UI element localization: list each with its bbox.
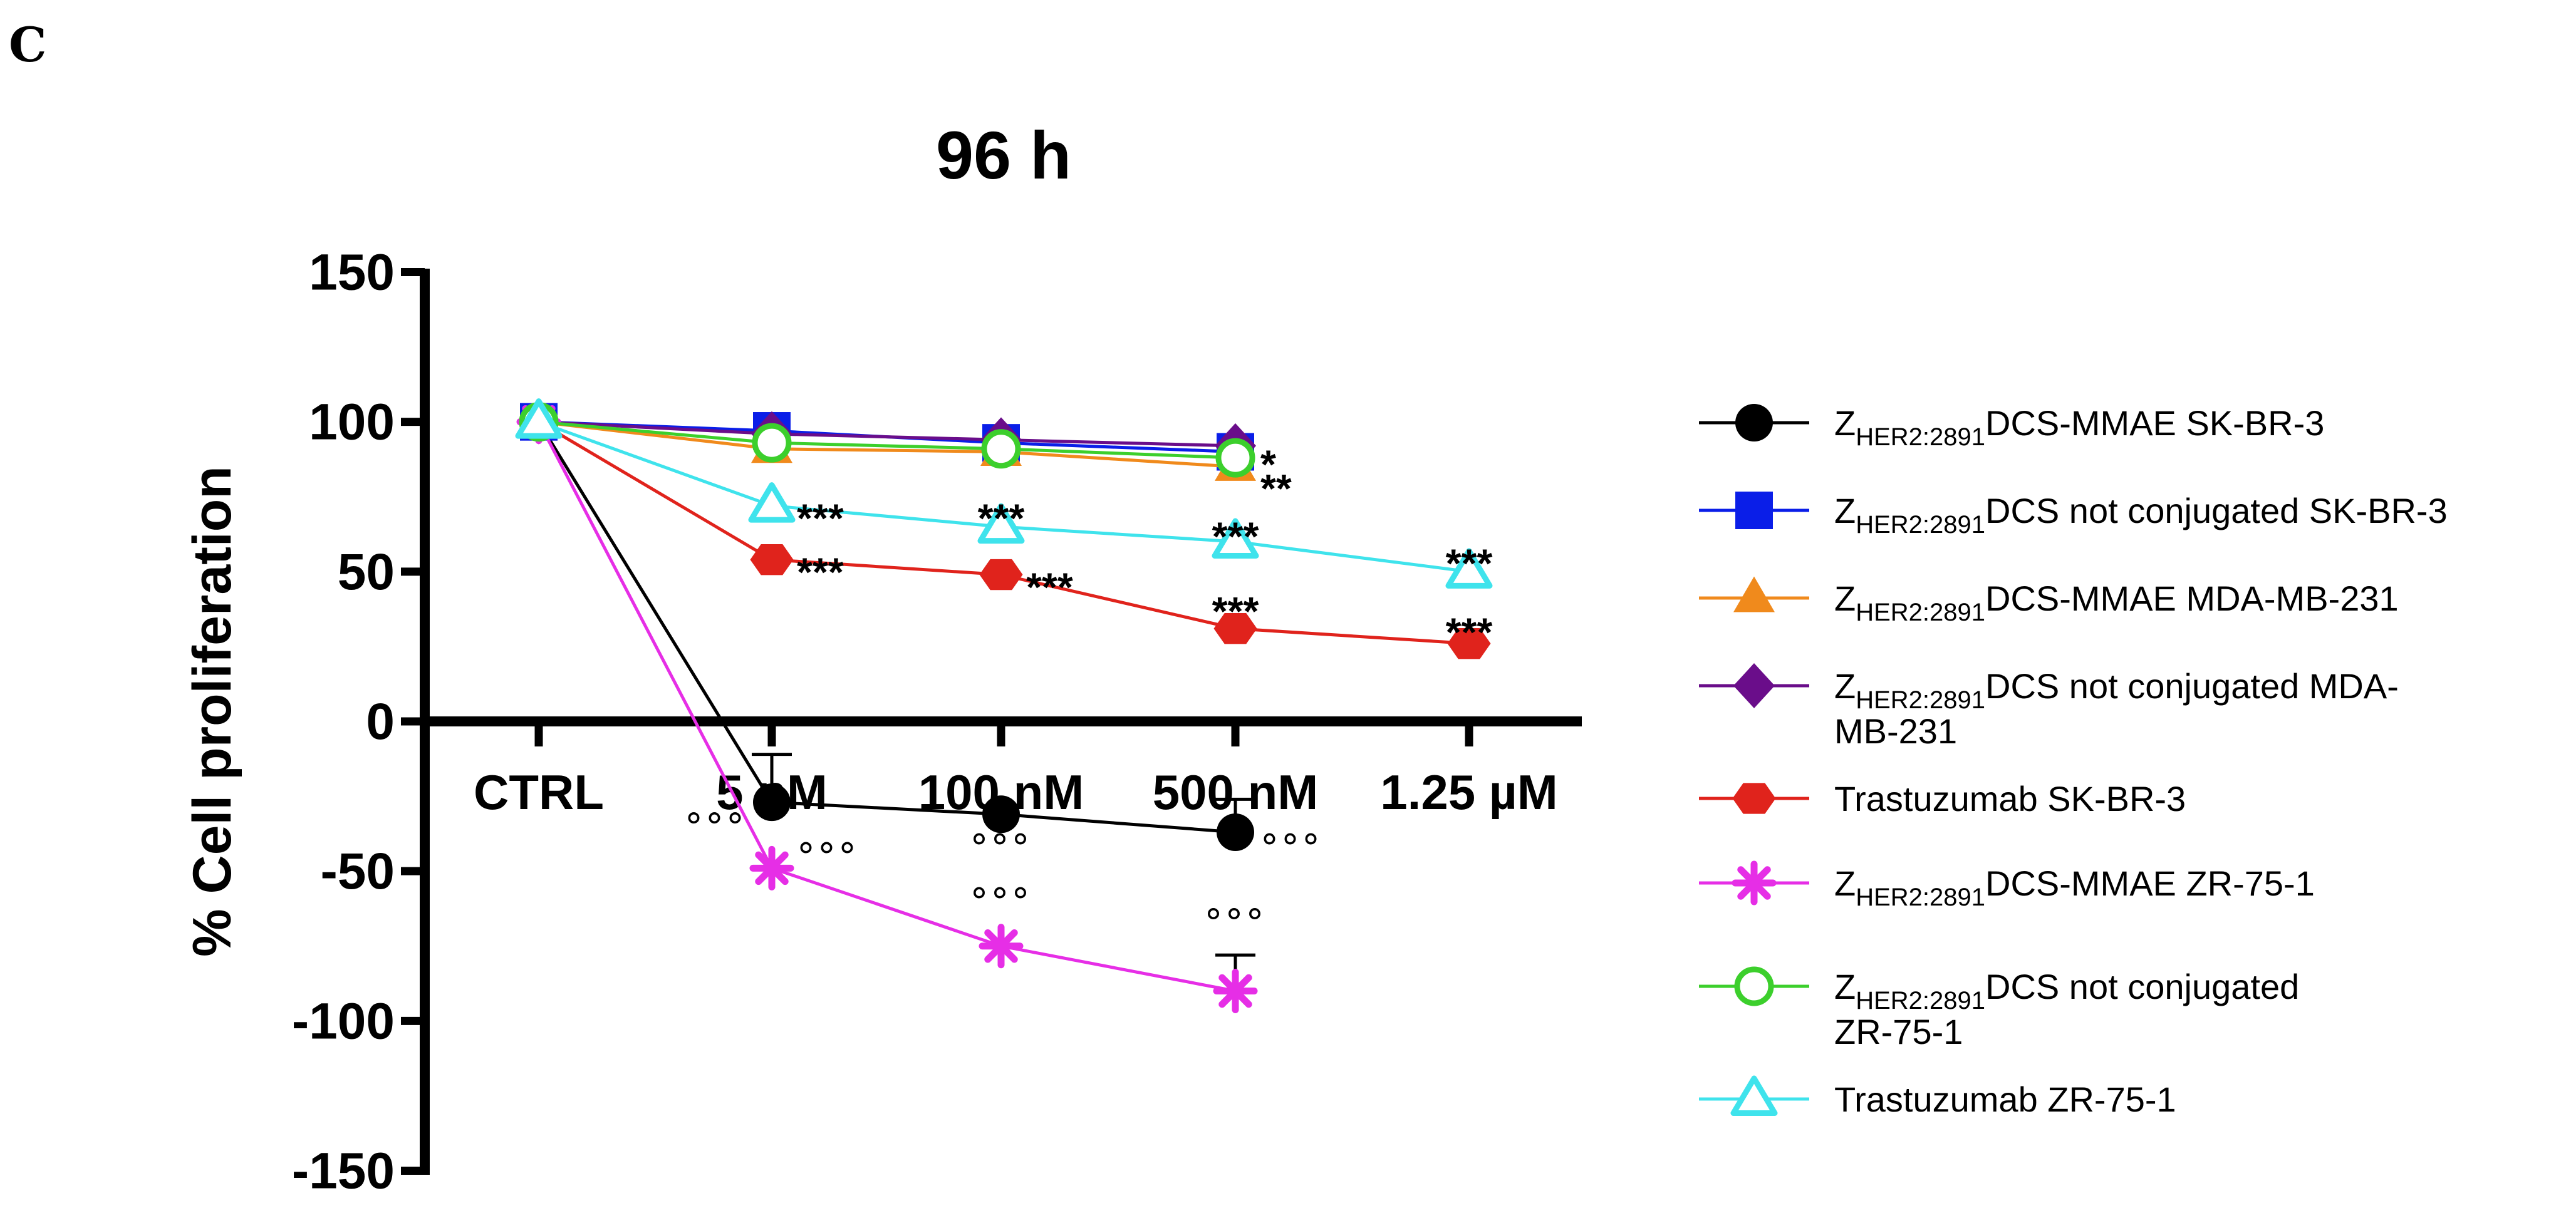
legend-marker	[1734, 966, 1774, 1006]
significance-stars: ***	[1212, 514, 1259, 559]
legend-marker	[1732, 783, 1776, 814]
data-point	[1217, 813, 1254, 851]
significance-rings: °°°	[1205, 901, 1267, 944]
series-line	[538, 420, 1236, 460]
y-axis-label: % Cell proliferation	[182, 466, 242, 957]
series-line	[538, 420, 1236, 468]
series	[519, 402, 1255, 478]
legend-label-line2: ZR-75-1	[1834, 1012, 1963, 1051]
data-point	[753, 783, 791, 822]
y-tick-label: -100	[292, 993, 395, 1050]
data-point	[1215, 438, 1255, 478]
legend-label: Trastuzumab ZR-75-1	[1834, 1080, 2176, 1119]
significance-stars: ***	[797, 550, 844, 595]
legend-item: ZHER2:2891DCS-MMAE MDA-MB-231	[1699, 576, 2399, 626]
legend-marker	[1733, 663, 1775, 708]
legend-label: ZHER2:2891DCS-MMAE MDA-MB-231	[1834, 579, 2399, 626]
legend-item: Trastuzumab ZR-75-1	[1699, 1075, 2176, 1119]
significance-stars: ***	[797, 496, 844, 541]
significance-stars: **	[1260, 466, 1292, 511]
series	[518, 400, 1256, 481]
x-tick-label: CTRL	[474, 765, 604, 820]
series	[516, 400, 1258, 1013]
significance-rings: °°°	[797, 835, 859, 878]
data-point	[1213, 969, 1258, 1013]
chart-title: 96 h	[936, 117, 1071, 193]
y-tick-label: -150	[292, 1143, 395, 1200]
data-point	[979, 559, 1023, 591]
data-point	[748, 482, 796, 523]
legend-item: ZHER2:2891DCS not conjugated SK-BR-3	[1699, 491, 2448, 539]
x-tick-label: 1.25 µM	[1380, 765, 1557, 820]
legend-label-line2: MB-231	[1834, 711, 1957, 751]
y-tick-label: 50	[338, 544, 395, 601]
data-point	[979, 924, 1024, 969]
series	[520, 403, 1255, 851]
legend-label: Trastuzumab SK-BR-3	[1834, 779, 2186, 818]
legend-label: ZHER2:2891DCS not conjugated MDA-	[1834, 666, 2399, 714]
data-point	[1212, 518, 1259, 559]
data-point	[1445, 548, 1493, 589]
legend-marker	[1730, 1075, 1778, 1116]
legend-label: ZHER2:2891DCS not conjugated	[1834, 967, 2299, 1014]
legend-item: ZHER2:2891DCS-MMAE SK-BR-3	[1699, 403, 2324, 451]
legend-label: ZHER2:2891DCS-MMAE SK-BR-3	[1834, 403, 2324, 451]
data-point	[749, 845, 794, 890]
significance-rings: °°°	[1260, 826, 1322, 869]
data-point	[1447, 627, 1491, 659]
data-point	[977, 503, 1025, 544]
series-line	[538, 420, 1236, 448]
legend-item: Trastuzumab SK-BR-3	[1699, 779, 2186, 818]
series-line	[537, 421, 1236, 993]
significance-stars: ***	[1446, 609, 1493, 654]
legend-marker	[1733, 576, 1775, 612]
legend-marker	[1735, 404, 1773, 441]
panel-label: C	[9, 17, 47, 73]
y-tick-label: 150	[309, 244, 395, 301]
legend-item: ZHER2:2891DCS not conjugated MDA-MB-231	[1699, 663, 2399, 751]
significance-stars: ***	[1446, 540, 1493, 586]
significance-stars: ***	[1212, 589, 1259, 634]
legend: ZHER2:2891DCS-MMAE SK-BR-3 ZHER2:2891DCS …	[1699, 403, 2448, 1119]
y-tick-label: 100	[309, 394, 395, 451]
data-point	[750, 544, 794, 575]
data-point	[752, 423, 792, 463]
significance-stars: ***	[1026, 565, 1073, 610]
data-point	[1213, 613, 1257, 644]
significance-rings: °°°	[970, 826, 1032, 869]
series-line	[537, 421, 1236, 834]
legend-label: ZHER2:2891DCS not conjugated SK-BR-3	[1834, 491, 2448, 539]
series	[515, 398, 1493, 589]
data-point	[981, 429, 1021, 469]
significance-rings: °°°	[970, 880, 1032, 922]
significance-stars: ***	[978, 496, 1025, 541]
series-layer	[515, 398, 1493, 1013]
legend-marker	[1732, 860, 1777, 906]
data-point	[515, 398, 563, 439]
legend-item: ZHER2:2891DCS-MMAE ZR-75-1	[1699, 860, 2315, 911]
legend-marker	[1735, 492, 1773, 529]
data-point	[982, 795, 1020, 834]
significance-stars: *	[1260, 442, 1276, 487]
y-tick-label: 0	[366, 693, 395, 750]
annotations: ***************************°°°°°° °°°°°°°…	[685, 442, 1492, 944]
y-tick-label: -50	[320, 843, 395, 900]
significance-rings: °°°	[685, 805, 747, 848]
legend-label: ZHER2:2891DCS-MMAE ZR-75-1	[1834, 864, 2315, 911]
